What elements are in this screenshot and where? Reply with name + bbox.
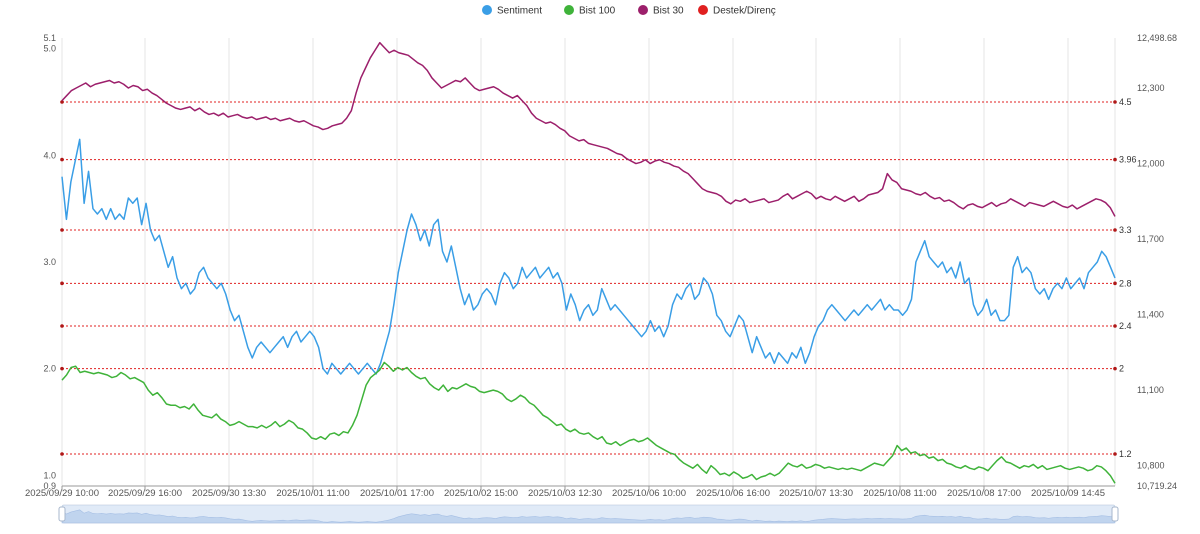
level-end-dot-2 bbox=[1113, 228, 1117, 232]
series-line-bist-30 bbox=[61, 41, 1116, 217]
legend-label-3: Destek/Direnç bbox=[713, 6, 776, 17]
level-end-dot-1 bbox=[1113, 157, 1117, 162]
zoom-slider-preview bbox=[61, 509, 1116, 524]
level-label-1: 3.96 bbox=[1119, 155, 1137, 165]
legend-label-0: Sentiment bbox=[497, 6, 542, 17]
x-tick-label-8: 2025/10/06 16:00 bbox=[696, 488, 770, 499]
y-right-tick-label-5: 12,000 bbox=[1137, 159, 1165, 169]
legend-marker-1 bbox=[564, 5, 574, 15]
series-lines bbox=[61, 41, 1116, 484]
y-right-tick-label-2: 11,100 bbox=[1137, 385, 1164, 395]
y-left-tick-label-0: 0.9 bbox=[43, 481, 56, 491]
x-tick-label-10: 2025/10/08 11:00 bbox=[863, 488, 936, 499]
y-left-tick-label-4: 4.0 bbox=[43, 150, 56, 160]
legend-label-2: Bist 30 bbox=[653, 6, 684, 17]
grid bbox=[61, 38, 1116, 486]
y-right-tick-label-1: 10,800 bbox=[1137, 461, 1165, 471]
y-axis-right: 10,719.24 10,800 11,100 11,400 11,700 12,000 1… bbox=[1137, 33, 1177, 491]
x-axis: 2025/09/29 10:00 2025/09/29 16:00 2025/09/… bbox=[25, 485, 1115, 499]
y-right-tick-label-3: 11,400 bbox=[1137, 310, 1164, 320]
level-label-5: 2 bbox=[1119, 364, 1124, 374]
zoom-slider-handle-left[interactable] bbox=[58, 506, 66, 522]
x-tick-label-5: 2025/10/02 15:00 bbox=[444, 488, 518, 499]
x-tick-label-12: 2025/10/09 14:45 bbox=[1031, 488, 1105, 499]
y-right-tick-label-7: 12,498.68 bbox=[1137, 33, 1177, 43]
level-label-2: 3.3 bbox=[1119, 225, 1132, 235]
x-tick-label-11: 2025/10/08 17:00 bbox=[947, 488, 1021, 499]
level-start-dot-6 bbox=[60, 452, 64, 456]
level-end-dot-0 bbox=[1113, 100, 1117, 104]
level-end-dot-3 bbox=[1113, 281, 1117, 286]
y-left-tick-label-1: 1.0 bbox=[43, 470, 56, 480]
y-left-tick-label-5: 5.0 bbox=[43, 44, 56, 54]
legend: Sentiment Bist 100 Bist 30 Destek/Direnç bbox=[482, 5, 776, 17]
level-end-dot-4 bbox=[1113, 324, 1117, 328]
level-start-dot-3 bbox=[60, 281, 64, 286]
legend-marker-0 bbox=[482, 5, 492, 15]
level-label-4: 2.4 bbox=[1119, 321, 1132, 331]
x-tick-label-0: 2025/09/29 10:00 bbox=[25, 488, 99, 499]
legend-marker-2 bbox=[638, 5, 648, 15]
level-start-dot-5 bbox=[60, 366, 64, 371]
level-end-dot-6 bbox=[1113, 452, 1117, 456]
x-tick-label-6: 2025/10/03 12:30 bbox=[528, 488, 602, 499]
x-tick-label-4: 2025/10/01 17:00 bbox=[360, 488, 434, 499]
x-tick-label-7: 2025/10/06 10:00 bbox=[612, 488, 686, 499]
level-start-dot-0 bbox=[60, 100, 64, 104]
level-label-6: 1.2 bbox=[1119, 449, 1132, 459]
level-label-3: 2.8 bbox=[1119, 278, 1132, 288]
y-left-tick-label-2: 2.0 bbox=[43, 364, 56, 374]
zoom-slider-selection bbox=[62, 505, 1115, 523]
legend-marker-3 bbox=[698, 5, 708, 15]
y-left-tick-label-6: 5.1 bbox=[43, 33, 56, 43]
series-line-bist-100 bbox=[61, 361, 1116, 484]
y-right-tick-label-4: 11,700 bbox=[1137, 234, 1164, 244]
legend-label-1: Bist 100 bbox=[579, 6, 616, 17]
x-tick-label-3: 2025/10/01 11:00 bbox=[276, 488, 349, 499]
y-left-tick-label-3: 3.0 bbox=[43, 257, 56, 267]
x-tick-label-2: 2025/09/30 13:30 bbox=[192, 488, 266, 499]
y-right-tick-label-6: 12,300 bbox=[1137, 83, 1165, 93]
y-axis-left: 0.91.0 2.0 3.0 4.0 5.05.1 bbox=[43, 33, 56, 491]
series-line-sentiment bbox=[61, 138, 1116, 375]
level-start-dot-2 bbox=[60, 228, 64, 232]
y-right-tick-label-0: 10,719.24 bbox=[1137, 481, 1177, 491]
x-tick-label-1: 2025/09/29 16:00 bbox=[108, 488, 182, 499]
level-start-dot-4 bbox=[60, 324, 64, 328]
x-tick-label-9: 2025/10/07 13:30 bbox=[779, 488, 853, 499]
zoom-slider-handle-right[interactable] bbox=[1111, 506, 1119, 522]
support-resistance-levels: 4.5 3.96 3.3 2.8 2.4 2 1.2 bbox=[60, 97, 1137, 459]
level-label-0: 4.5 bbox=[1119, 97, 1132, 107]
level-start-dot-1 bbox=[60, 157, 64, 162]
data-zoom-slider[interactable] bbox=[58, 504, 1119, 524]
level-end-dot-5 bbox=[1113, 366, 1117, 371]
